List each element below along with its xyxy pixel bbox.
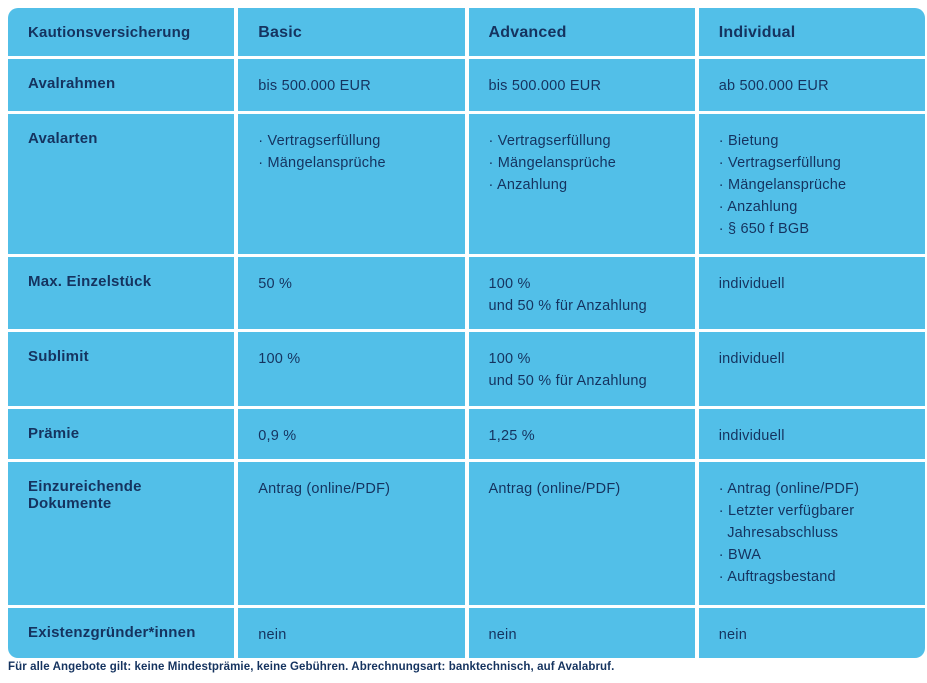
cell-line: · Vertragserfüllung xyxy=(718,155,842,171)
row-label-cell: Existenzgründer*innen xyxy=(8,608,235,658)
value-cell-basic: 50 % xyxy=(238,257,465,329)
value-cell-advanced: 100 % und 50 % für Anzahlung xyxy=(468,332,695,406)
cell-line: ab 500.000 EUR xyxy=(718,78,829,94)
row-label-cell: Avalrahmen xyxy=(8,59,235,111)
cell-line: und 50 % für Anzahlung xyxy=(488,298,647,314)
cell-line: 1,25 % xyxy=(488,428,535,444)
cell-line: 50 % xyxy=(258,276,293,292)
table-row: Avalrahmen bis 500.000 EUR bis 500.000 EUR… xyxy=(8,59,925,111)
cell-line: individuell xyxy=(718,428,785,444)
value-cell-advanced: bis 500.000 EUR xyxy=(468,59,695,111)
cell-line: 100 % xyxy=(258,351,301,367)
cell-line: Antrag (online/PDF) xyxy=(488,481,621,497)
cell-line: · Bietung xyxy=(718,133,779,149)
value-cell-basic: 100 % xyxy=(238,332,465,406)
cell-line: · § 650 f BGB xyxy=(718,221,810,237)
row-label-cell: Sublimit xyxy=(8,332,235,406)
cell-line: · Mängelansprüche xyxy=(488,155,617,171)
value-cell-basic: nein xyxy=(238,608,465,658)
kautionsversicherung-comparison-table: Kautionsversicherung Basic Advanced Individ… xyxy=(8,8,925,658)
value-cell-advanced: 1,25 % xyxy=(468,409,695,459)
table-title-cell: Kautionsversicherung xyxy=(8,8,235,56)
table-footnote: Für alle Angebote gilt: keine Mindestprä… xyxy=(8,661,615,673)
cell-line: · BWA xyxy=(718,547,762,563)
row-label-cell: Avalarten xyxy=(8,114,235,254)
cell-line: 100 % xyxy=(488,276,531,292)
cell-line: · Letzter verfügbarer xyxy=(718,503,855,519)
cell-line: · Vertragserfüllung xyxy=(258,133,381,149)
value-cell-individual: nein xyxy=(698,608,925,658)
table-row: Avalarten · Vertragserfüllung · Mängelansp… xyxy=(8,114,925,254)
value-cell-advanced: · Vertragserfüllung · Mängelansprüche · An… xyxy=(468,114,695,254)
value-cell-basic: 0,9 % xyxy=(238,409,465,459)
value-cell-individual: individuell xyxy=(698,257,925,329)
cell-line: 100 % xyxy=(488,351,531,367)
value-cell-individual: ab 500.000 EUR xyxy=(698,59,925,111)
value-cell-basic: · Vertragserfüllung · Mängelansprüche xyxy=(238,114,465,254)
value-cell-advanced: nein xyxy=(468,608,695,658)
cell-line: und 50 % für Anzahlung xyxy=(488,373,647,389)
cell-line: nein xyxy=(258,627,287,643)
value-cell-individual: · Antrag (online/PDF) · Letzter verfügbar… xyxy=(698,462,925,605)
table-row: Existenzgründer*innen nein nein nein xyxy=(8,608,925,658)
plan-header-individual: Individual xyxy=(698,8,925,56)
cell-line: · Anzahlung xyxy=(718,199,798,215)
table-row: Max. Einzelstück 50 % 100 % und 50 % für An… xyxy=(8,257,925,329)
row-label-cell: Einzureichende Dokumente xyxy=(8,462,235,605)
row-label-cell: Max. Einzelstück xyxy=(8,257,235,329)
value-cell-advanced: Antrag (online/PDF) xyxy=(468,462,695,605)
cell-line: nein xyxy=(488,627,517,643)
value-cell-basic: bis 500.000 EUR xyxy=(238,59,465,111)
value-cell-individual: · Bietung · Vertragserfüllung · Mängelansp… xyxy=(698,114,925,254)
cell-line: bis 500.000 EUR xyxy=(258,78,371,94)
cell-line: · Mängelansprüche xyxy=(718,177,847,193)
plan-header-advanced: Advanced xyxy=(468,8,695,56)
cell-line: bis 500.000 EUR xyxy=(488,78,602,94)
cell-line: individuell xyxy=(718,351,785,367)
table-row: Prämie 0,9 % 1,25 % individuell xyxy=(8,409,925,459)
cell-line: · Mängelansprüche xyxy=(258,155,386,171)
table-row: Sublimit 100 % 100 % und 50 % für Anzahlung… xyxy=(8,332,925,406)
cell-line: individuell xyxy=(718,276,785,292)
value-cell-individual: individuell xyxy=(698,332,925,406)
cell-line: · Antrag (online/PDF) xyxy=(718,481,860,497)
table-row: Einzureichende Dokumente Antrag (online/P… xyxy=(8,462,925,605)
value-cell-advanced: 100 % und 50 % für Anzahlung xyxy=(468,257,695,329)
plan-header-basic: Basic xyxy=(238,8,465,56)
cell-line: 0,9 % xyxy=(258,428,297,444)
cell-line: · Auftragsbestand xyxy=(718,569,836,585)
cell-line: · Vertragserfüllung xyxy=(488,133,611,149)
cell-line: · Anzahlung xyxy=(488,177,568,193)
row-label-cell: Prämie xyxy=(8,409,235,459)
table-header-row: Kautionsversicherung Basic Advanced Individ… xyxy=(8,8,925,56)
value-cell-basic: Antrag (online/PDF) xyxy=(238,462,465,605)
cell-line: Antrag (online/PDF) xyxy=(258,481,391,497)
cell-line: nein xyxy=(718,627,747,643)
value-cell-individual: individuell xyxy=(698,409,925,459)
cell-line: Jahresabschluss xyxy=(718,525,839,541)
